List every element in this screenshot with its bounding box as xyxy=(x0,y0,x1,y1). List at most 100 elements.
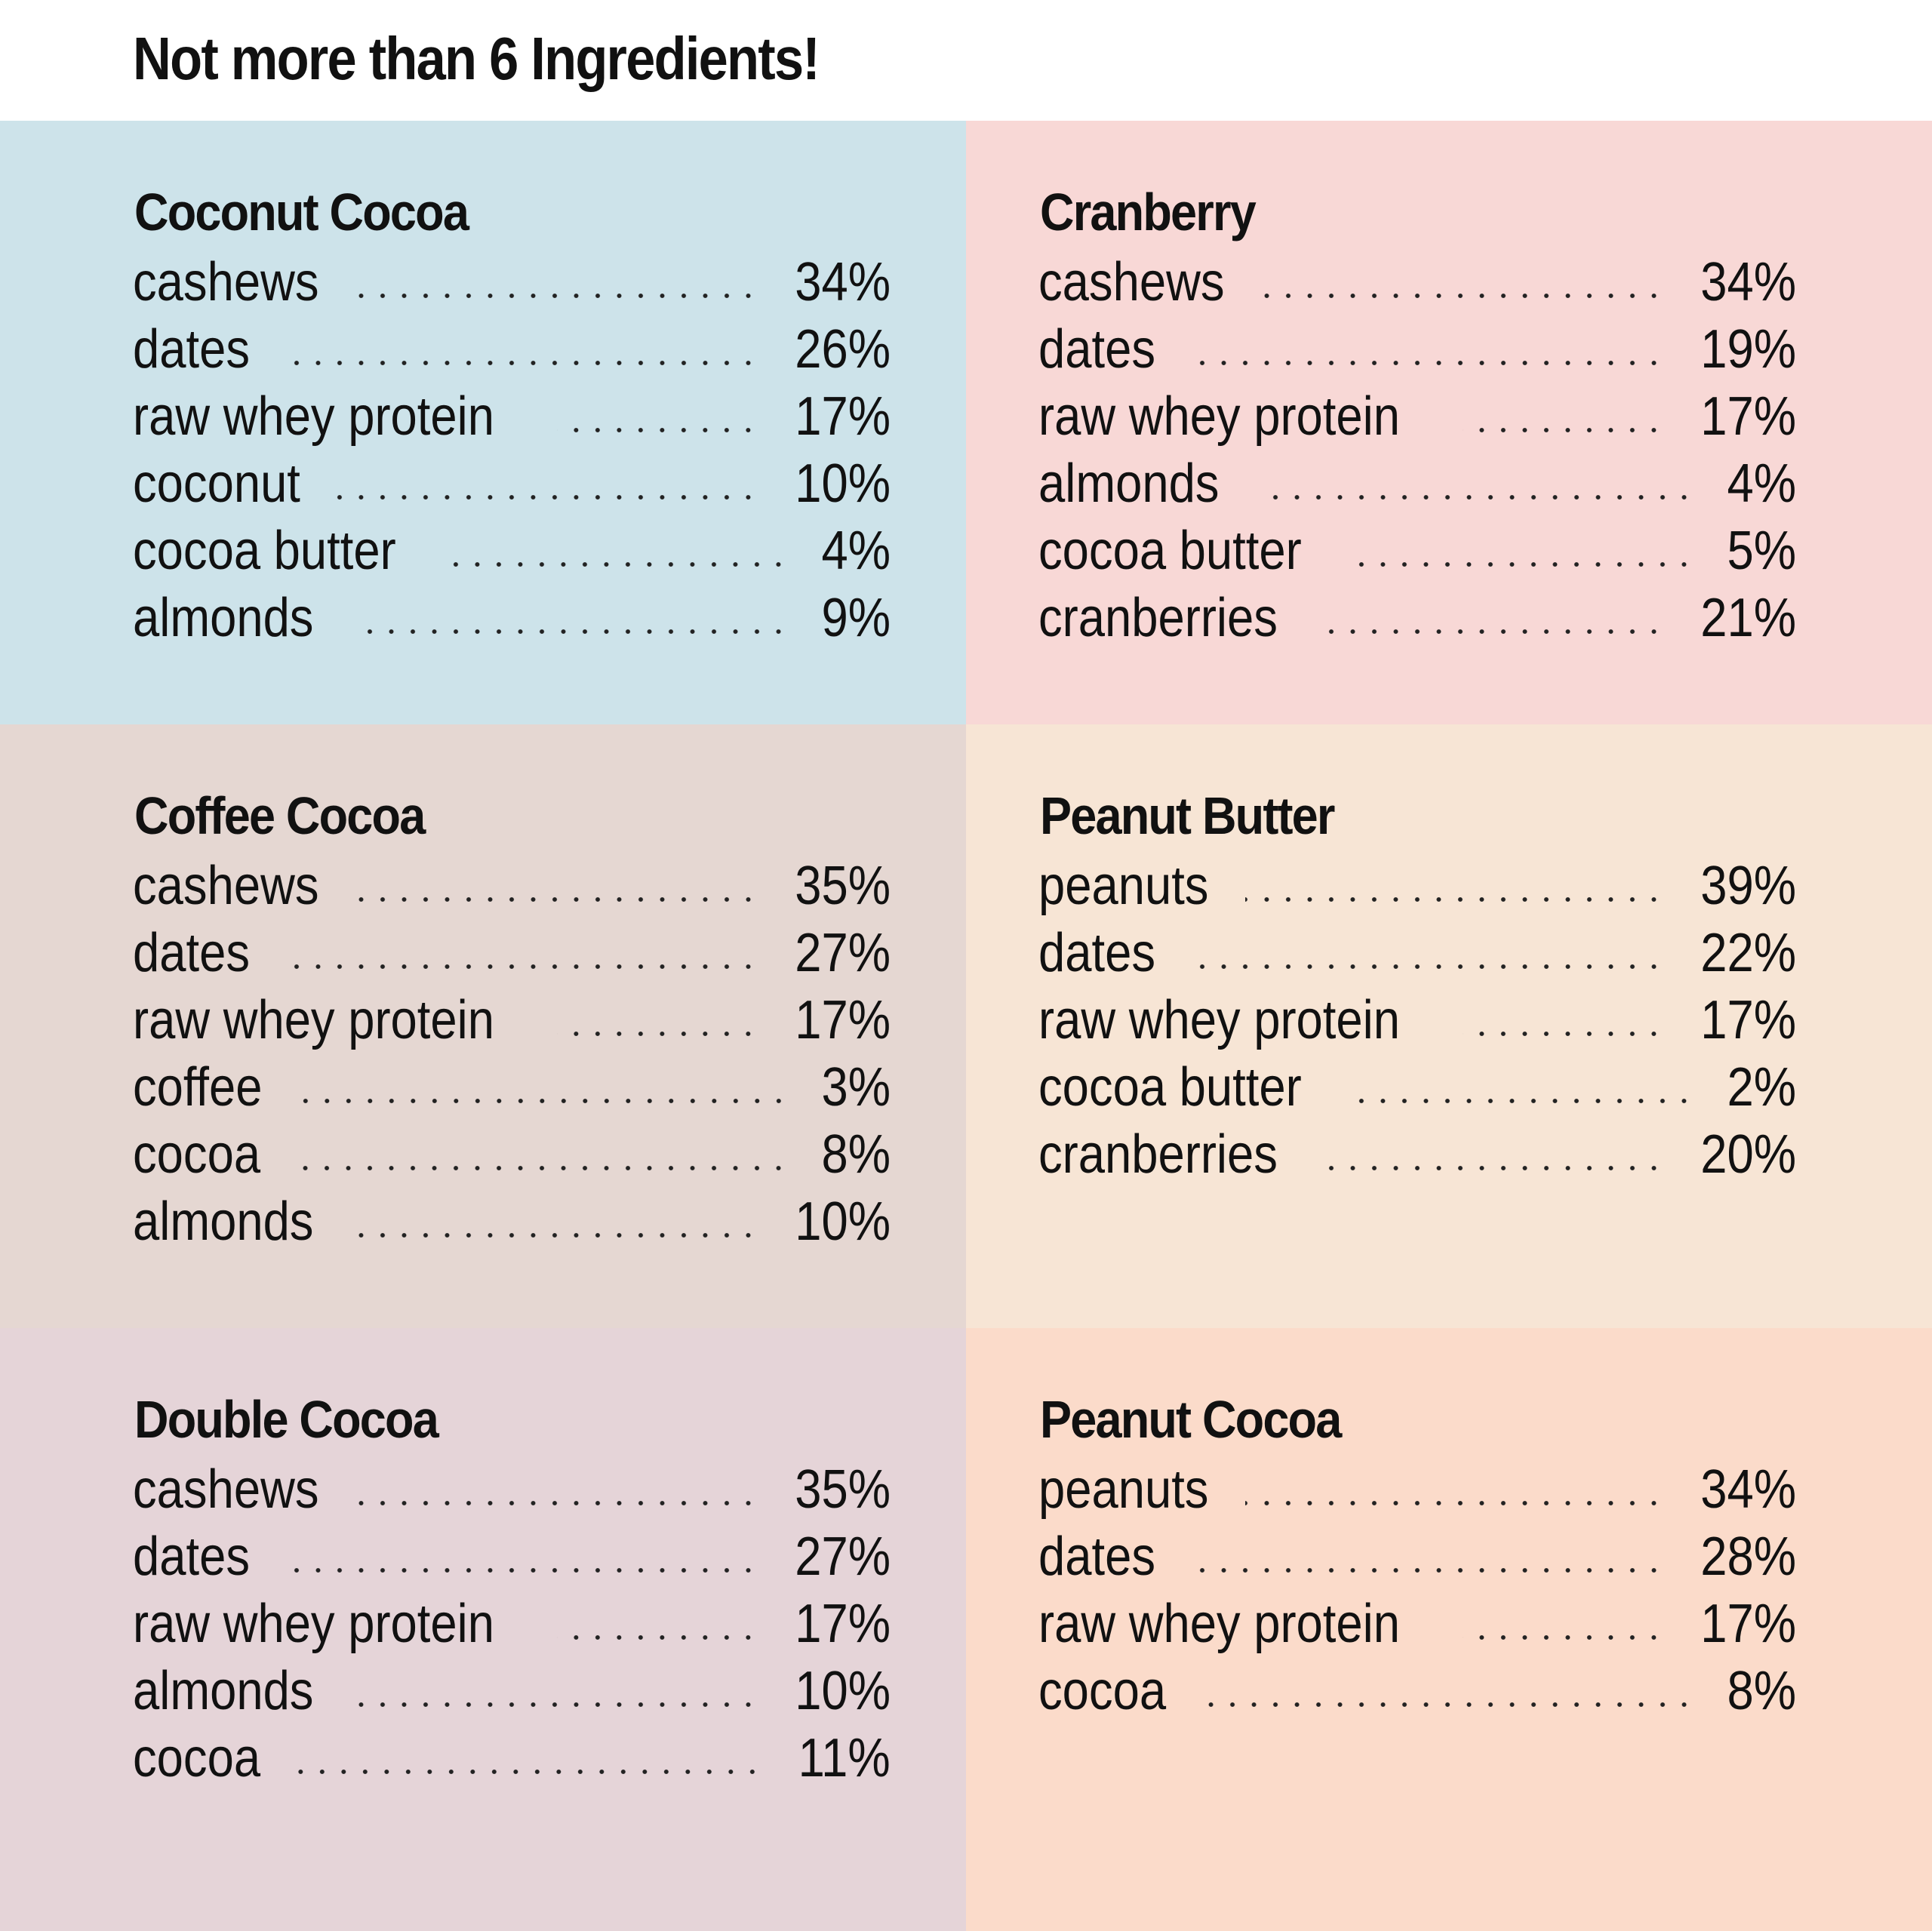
flavor-panel-peanut-butter: Peanut Butter peanuts 39% dates 22% raw whey… xyxy=(966,724,1932,1328)
ingredient-row: cashews 34% xyxy=(133,249,891,316)
ingredient-list: cashews 35% dates 27% raw whey protein 17% cof… xyxy=(133,853,891,1256)
ingredient-percentage: 17% xyxy=(1700,386,1796,447)
ingredient-percentage: 34% xyxy=(1700,1459,1796,1520)
ingredient-name: dates xyxy=(133,923,251,983)
ingredient-percentage: 39% xyxy=(1700,856,1796,916)
ingredient-percentage: 3% xyxy=(821,1057,891,1118)
flavor-panel-content: Coconut Cocoa cashews 34% dates 26% raw whey… xyxy=(133,180,891,652)
ingredient-list: peanuts 39% dates 22% raw whey protein 17% coc… xyxy=(1038,853,1796,1188)
dot-leader xyxy=(1185,963,1665,970)
ingredient-row: almonds 4% xyxy=(1038,450,1796,518)
dot-leader xyxy=(1463,426,1665,434)
ingredient-percentage: 21% xyxy=(1700,588,1796,648)
ingredient-row: cocoa 8% xyxy=(1038,1658,1796,1725)
flavor-panel-coconut-cocoa: Coconut Cocoa cashews 34% dates 26% raw whey… xyxy=(0,121,966,724)
ingredient-row: dates 27% xyxy=(133,1524,891,1591)
ingredient-name: cranberries xyxy=(1038,588,1278,648)
dot-leader xyxy=(1351,1097,1695,1105)
dot-leader xyxy=(352,1231,759,1239)
flavor-panel-content: Peanut Butter peanuts 39% dates 22% raw whey… xyxy=(1038,783,1796,1188)
ingredient-name: cocoa xyxy=(133,1124,261,1185)
ingredient-percentage: 9% xyxy=(821,588,891,648)
ingredient-name: dates xyxy=(1038,319,1156,380)
ingredient-row: dates 28% xyxy=(1038,1524,1796,1591)
ingredient-row: raw whey protein 17% xyxy=(133,383,891,450)
ingredient-name: raw whey protein xyxy=(1038,1594,1400,1654)
ingredient-name: almonds xyxy=(133,588,314,648)
ingredient-name: almonds xyxy=(1038,454,1220,514)
ingredient-percentage: 19% xyxy=(1700,319,1796,380)
flavor-panel-peanut-cocoa: Peanut Cocoa peanuts 34% dates 28% raw whey … xyxy=(966,1328,1932,1931)
ingredient-percentage: 17% xyxy=(795,990,891,1050)
dot-leader xyxy=(358,896,759,903)
dot-leader xyxy=(557,1634,759,1641)
ingredient-percentage: 10% xyxy=(795,454,891,514)
ingredient-row: almonds 10% xyxy=(133,1658,891,1725)
ingredient-name: dates xyxy=(1038,923,1156,983)
ingredient-percentage: 20% xyxy=(1700,1124,1796,1185)
dot-leader xyxy=(1185,359,1665,367)
ingredient-row: cashews 35% xyxy=(133,1456,891,1524)
dot-leader xyxy=(1463,1030,1665,1038)
ingredient-percentage: 2% xyxy=(1727,1057,1796,1118)
ingredient-row: cocoa butter 2% xyxy=(1038,1054,1796,1121)
ingredient-row: cocoa butter 4% xyxy=(133,518,891,585)
dot-leader xyxy=(1245,1499,1665,1507)
ingredient-name: coffee xyxy=(133,1057,263,1118)
dot-leader xyxy=(291,1768,764,1776)
ingredient-name: cocoa butter xyxy=(133,521,396,581)
dot-leader xyxy=(1197,1701,1695,1708)
ingredient-row: cranberries 21% xyxy=(1038,585,1796,652)
ingredient-row: cocoa 8% xyxy=(133,1121,891,1188)
dot-leader xyxy=(293,1097,789,1105)
ingredient-percentage: 34% xyxy=(1700,252,1796,312)
ingredient-percentage: 35% xyxy=(795,1459,891,1520)
ingredient-percentage: 4% xyxy=(821,521,891,581)
dot-leader xyxy=(1351,561,1695,568)
ingredient-name: raw whey protein xyxy=(1038,386,1400,447)
dot-leader xyxy=(1257,494,1695,501)
ingredient-name: cranberries xyxy=(1038,1124,1278,1185)
flavor-name: Peanut Cocoa xyxy=(1040,1390,1342,1449)
flavor-panel-coffee-cocoa: Coffee Cocoa cashews 35% dates 27% raw whey … xyxy=(0,724,966,1328)
flavor-panel-content: Peanut Cocoa peanuts 34% dates 28% raw whey … xyxy=(1038,1387,1796,1725)
dot-leader xyxy=(279,359,759,367)
flavor-name: Peanut Butter xyxy=(1040,786,1335,845)
ingredient-percentage: 17% xyxy=(795,1594,891,1654)
ingredient-name: coconut xyxy=(133,454,300,514)
ingredient-name: raw whey protein xyxy=(133,386,494,447)
ingredient-row: raw whey protein 17% xyxy=(133,987,891,1054)
dot-leader xyxy=(291,1164,789,1172)
flavor-grid: Coconut Cocoa cashews 34% dates 26% raw whey… xyxy=(0,121,1932,1931)
ingredient-list: cashews 34% dates 19% raw whey protein 17% alm… xyxy=(1038,249,1796,652)
ingredient-list: peanuts 34% dates 28% raw whey protein 17% coc… xyxy=(1038,1456,1796,1725)
ingredient-percentage: 10% xyxy=(795,1192,891,1252)
ingredient-row: almonds 10% xyxy=(133,1188,891,1256)
ingredient-row: raw whey protein 17% xyxy=(1038,383,1796,450)
ingredient-name: cashews xyxy=(1038,252,1225,312)
ingredient-percentage: 27% xyxy=(795,1527,891,1587)
dot-leader xyxy=(1324,628,1665,635)
ingredient-percentage: 34% xyxy=(795,252,891,312)
ingredient-percentage: 27% xyxy=(795,923,891,983)
ingredient-percentage: 35% xyxy=(795,856,891,916)
ingredient-percentage: 26% xyxy=(795,319,891,380)
dot-leader xyxy=(1324,1164,1665,1172)
dot-leader xyxy=(358,1499,759,1507)
ingredient-percentage: 17% xyxy=(1700,1594,1796,1654)
ingredient-name: dates xyxy=(133,1527,251,1587)
ingredient-name: cocoa butter xyxy=(1038,1057,1302,1118)
ingredient-name: raw whey protein xyxy=(133,1594,494,1654)
dot-leader xyxy=(1463,1634,1665,1641)
dot-leader xyxy=(1245,896,1665,903)
ingredient-row: cranberries 20% xyxy=(1038,1121,1796,1188)
ingredient-row: cocoa 11% xyxy=(133,1725,891,1792)
flavor-name: Double Cocoa xyxy=(134,1390,439,1449)
dot-leader xyxy=(352,628,789,635)
ingredient-name: raw whey protein xyxy=(133,990,494,1050)
flavor-panel-content: Cranberry cashews 34% dates 19% raw whey pro… xyxy=(1038,180,1796,652)
ingredient-name: cashews xyxy=(133,252,319,312)
dot-leader xyxy=(337,494,759,501)
dot-leader xyxy=(279,1567,759,1574)
ingredient-name: dates xyxy=(133,319,251,380)
